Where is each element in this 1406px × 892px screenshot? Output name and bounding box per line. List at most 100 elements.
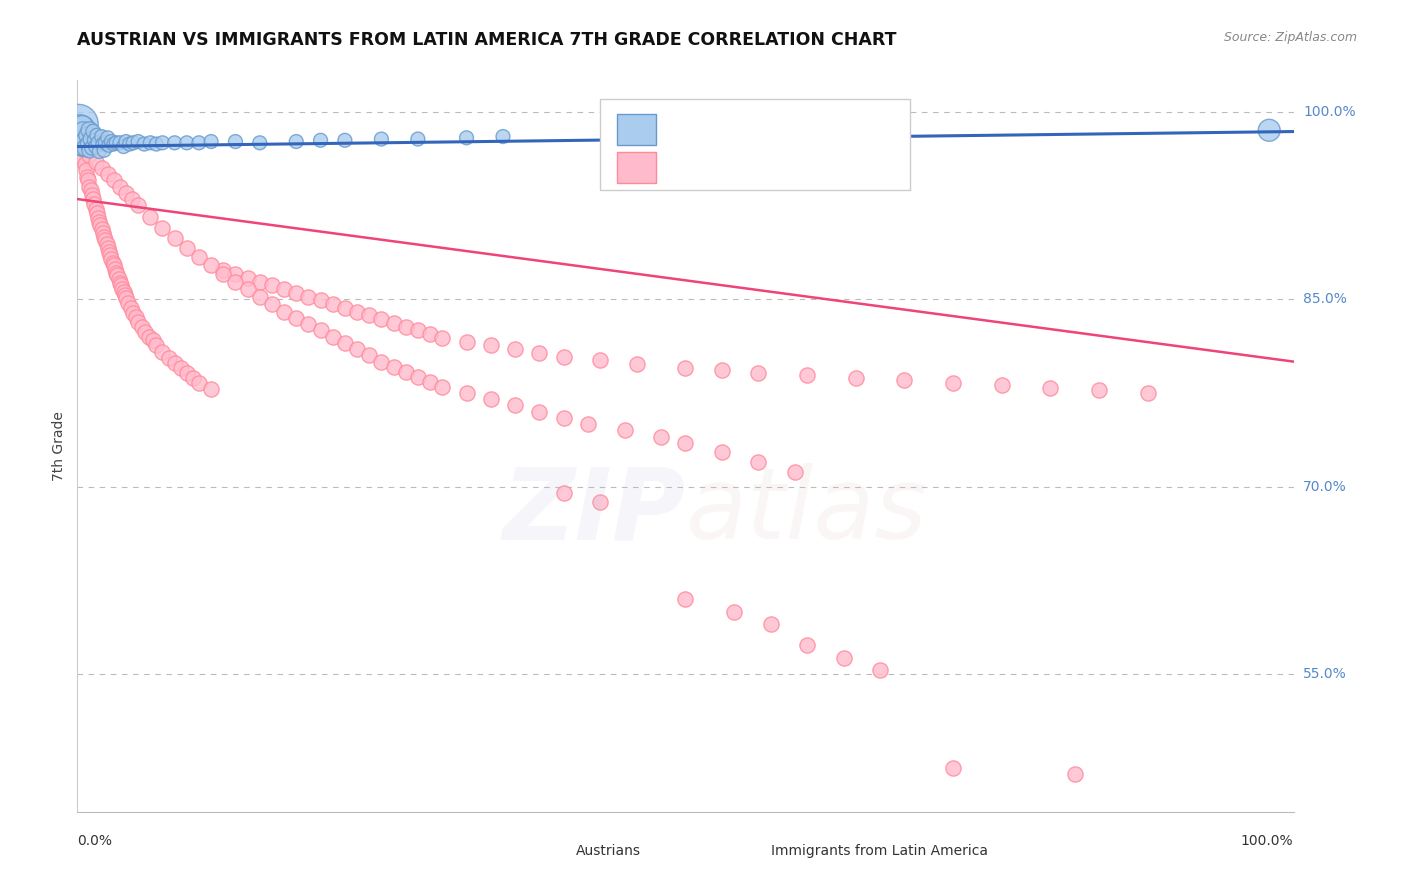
Point [83,133,105,147]
Point [97,130,120,145]
Point [142,334,165,348]
Point [589,494,612,508]
Point [117,296,139,310]
Point [67,117,90,131]
Point [576,417,599,431]
Text: AUSTRIAN VS IMMIGRANTS FROM LATIN AMERICA 7TH GRADE CORRELATION CHART: AUSTRIAN VS IMMIGRANTS FROM LATIN AMERIC… [77,31,897,49]
Point [176,366,198,380]
Point [127,135,149,149]
Point [107,268,129,283]
Y-axis label: 7th Grade: 7th Grade [52,411,66,481]
Point [77,173,100,187]
Point [94,233,117,247]
Point [70,136,93,150]
Point [406,132,429,146]
Point [115,291,138,305]
Point [529,404,551,418]
Point [869,664,891,678]
Point [89,214,111,228]
Point [188,250,211,264]
Point [200,258,222,272]
Point [553,486,575,500]
Point [86,128,108,143]
Point [650,429,672,443]
Point [406,323,429,337]
Point [309,323,332,337]
Point [93,143,115,157]
FancyBboxPatch shape [733,842,762,862]
Point [125,310,148,324]
Point [553,350,575,364]
Point [322,329,344,343]
Point [97,244,120,259]
Point [395,365,418,379]
Point [103,258,125,272]
Point [553,410,575,425]
Point [309,293,332,308]
Point [224,267,246,281]
Point [76,169,98,184]
Point [273,282,295,296]
Point [430,331,453,345]
Text: ZIP: ZIP [502,463,686,560]
Point [796,368,818,383]
FancyBboxPatch shape [600,99,911,190]
Point [94,136,117,150]
Text: 85.0%: 85.0% [1303,292,1347,306]
Point [710,444,733,458]
Point [675,435,697,450]
Point [176,136,198,150]
Point [122,306,145,320]
Point [249,136,271,150]
Point [73,157,96,171]
Point [107,272,129,286]
Text: 100.0%: 100.0% [1303,104,1355,119]
Point [747,455,769,469]
Point [224,135,246,149]
Point [176,241,198,255]
Point [139,210,162,224]
Point [236,282,259,296]
Point [723,605,745,619]
Point [70,145,93,159]
Point [134,136,156,151]
Point [115,135,138,149]
Point [69,123,91,137]
Point [492,129,515,144]
Point [285,310,308,325]
Point [83,197,105,211]
Point [93,229,115,244]
Point [118,136,141,151]
Point [419,327,441,342]
Point [297,317,319,331]
Point [79,179,101,194]
Point [322,297,344,311]
Point [82,192,104,206]
Point [626,357,648,371]
Point [89,145,111,159]
Point [333,133,356,147]
Point [224,275,246,289]
Text: atlas: atlas [686,463,927,560]
Point [79,123,101,137]
Point [456,130,478,145]
Point [110,278,132,293]
Point [370,354,392,368]
Point [108,136,131,150]
Point [100,252,122,266]
Point [200,382,222,396]
Point [747,366,769,380]
Point [1258,123,1281,137]
Point [188,376,211,390]
Point [157,351,180,365]
Point [1088,384,1111,398]
Point [845,371,868,385]
Point [152,344,174,359]
Point [832,651,855,665]
Point [108,179,131,194]
FancyBboxPatch shape [617,114,657,145]
Point [84,154,107,169]
Point [503,342,526,356]
Point [1136,385,1159,400]
Point [111,282,134,296]
